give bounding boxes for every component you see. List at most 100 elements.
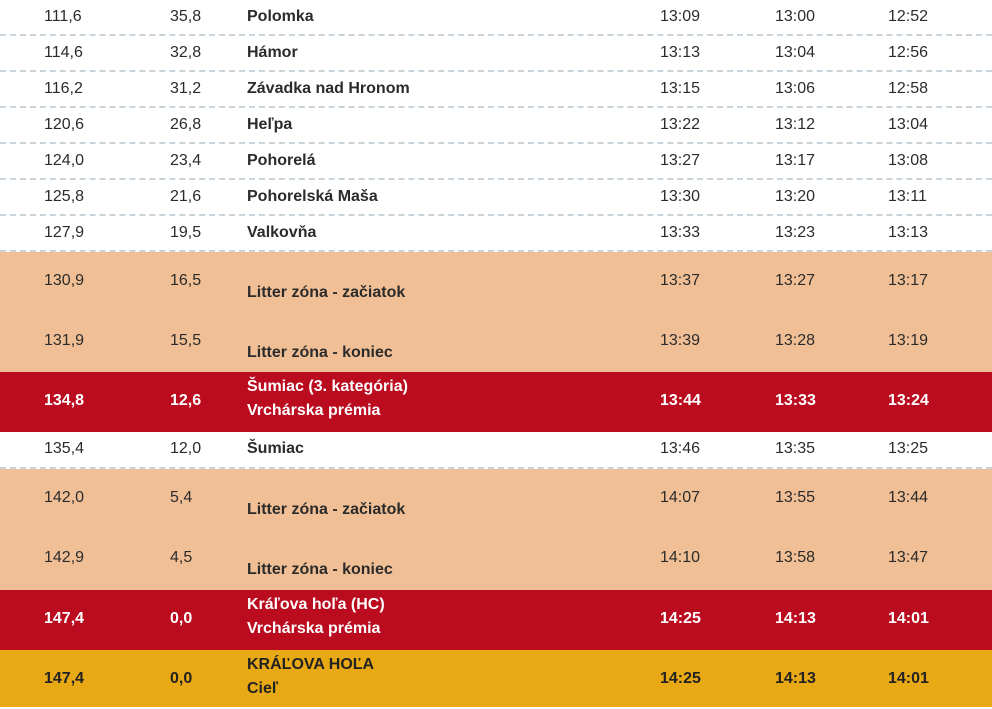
table-row: 134,8 12,6 Šumiac (3. kategória) Vrchárska … — [0, 372, 992, 432]
km-cell: 125,8 — [44, 188, 85, 205]
time-slow-cell: 13:19 — [888, 332, 929, 349]
remaining-km-cell: 31,2 — [170, 80, 202, 97]
table-row: 142,9 4,5 Litter zóna - koniec 14:10 13:58 13… — [0, 529, 992, 590]
time-slow-cell: 13:08 — [888, 152, 929, 169]
location-name: Pohorelá — [247, 152, 316, 169]
time-slow-cell: 13:17 — [888, 272, 929, 289]
time-fast-cell: 13:15 — [660, 80, 701, 97]
table-row: 111,6 35,8 Polomka 13:09 13:00 12:52 — [0, 0, 992, 36]
time-fast-cell: 13:39 — [660, 332, 701, 349]
remaining-km-cell: 0,0 — [170, 610, 193, 627]
km-cell: 147,4 — [44, 610, 85, 627]
table-row: 114,6 32,8 Hámor 13:13 13:04 12:56 — [0, 36, 992, 72]
location-note: Vrchárska prémia — [247, 402, 381, 419]
time-mid-cell: 13:23 — [775, 224, 816, 241]
location-note: Vrchárska prémia — [247, 620, 381, 637]
location-name: Pohorelská Maša — [247, 188, 378, 205]
time-mid-cell: 13:00 — [775, 8, 816, 25]
location-name: Hámor — [247, 44, 298, 61]
time-mid-cell: 13:33 — [775, 392, 816, 409]
time-slow-cell: 13:25 — [888, 440, 929, 457]
location-name: Litter zóna - koniec — [247, 561, 393, 578]
km-cell: 147,4 — [44, 670, 85, 687]
remaining-km-cell: 12,6 — [170, 392, 202, 409]
table-row: 125,8 21,6 Pohorelská Maša 13:30 13:20 13:11 — [0, 180, 992, 216]
table-row: 116,2 31,2 Závadka nad Hronom 13:15 13:06 12:… — [0, 72, 992, 108]
table-row: 147,4 0,0 KRÁĽOVA HOĽA Cieľ 14:25 14:13 14:01 — [0, 650, 992, 707]
table-row: 131,9 15,5 Litter zóna - koniec 13:39 13:28 1… — [0, 312, 992, 372]
km-cell: 142,9 — [44, 549, 85, 566]
location-name: Polomka — [247, 8, 314, 25]
time-fast-cell: 13:09 — [660, 8, 701, 25]
table-row: 127,9 19,5 Valkovňa 13:33 13:23 13:13 — [0, 216, 992, 252]
location-name: Valkovňa — [247, 224, 317, 241]
location-name: Kráľova hoľa (HC) — [247, 596, 385, 613]
time-slow-cell: 13:44 — [888, 489, 929, 506]
time-mid-cell: 13:58 — [775, 549, 816, 566]
km-cell: 120,6 — [44, 116, 85, 133]
time-mid-cell: 13:35 — [775, 440, 816, 457]
time-slow-cell: 13:13 — [888, 224, 929, 241]
time-fast-cell: 14:07 — [660, 489, 701, 506]
table-row: 120,6 26,8 Heľpa 13:22 13:12 13:04 — [0, 108, 992, 144]
time-fast-cell: 13:46 — [660, 440, 701, 457]
remaining-km-cell: 15,5 — [170, 332, 202, 349]
location-note: Cieľ — [247, 680, 279, 697]
time-fast-cell: 13:33 — [660, 224, 701, 241]
remaining-km-cell: 19,5 — [170, 224, 202, 241]
time-mid-cell: 13:55 — [775, 489, 816, 506]
time-mid-cell: 13:20 — [775, 188, 816, 205]
time-slow-cell: 13:04 — [888, 116, 929, 133]
time-slow-cell: 12:58 — [888, 80, 929, 97]
table-row: 147,4 0,0 Kráľova hoľa (HC) Vrchárska prémi… — [0, 590, 992, 650]
km-cell: 124,0 — [44, 152, 85, 169]
remaining-km-cell: 32,8 — [170, 44, 202, 61]
table-row: 142,0 5,4 Litter zóna - začiatok 14:07 13:55… — [0, 469, 992, 529]
km-cell: 111,6 — [44, 8, 82, 25]
table-row: 124,0 23,4 Pohorelá 13:27 13:17 13:08 — [0, 144, 992, 180]
time-slow-cell: 13:47 — [888, 549, 929, 566]
remaining-km-cell: 4,5 — [170, 549, 193, 566]
time-mid-cell: 13:28 — [775, 332, 816, 349]
time-fast-cell: 14:25 — [660, 670, 701, 687]
location-name: KRÁĽOVA HOĽA — [247, 656, 375, 673]
location-name: Závadka nad Hronom — [247, 80, 410, 97]
time-fast-cell: 14:10 — [660, 549, 701, 566]
km-cell: 127,9 — [44, 224, 85, 241]
time-mid-cell: 14:13 — [775, 610, 816, 627]
time-fast-cell: 13:37 — [660, 272, 701, 289]
table-row: 135,4 12,0 Šumiac 13:46 13:35 13:25 — [0, 432, 992, 469]
time-slow-cell: 14:01 — [888, 670, 929, 687]
time-slow-cell: 13:24 — [888, 392, 929, 409]
time-fast-cell: 13:44 — [660, 392, 701, 409]
location-name: Litter zóna - koniec — [247, 344, 393, 361]
remaining-km-cell: 21,6 — [170, 188, 202, 205]
remaining-km-cell: 23,4 — [170, 152, 202, 169]
remaining-km-cell: 5,4 — [170, 489, 193, 506]
location-name: Šumiac (3. kategória) — [247, 378, 408, 395]
remaining-km-cell: 12,0 — [170, 440, 202, 457]
remaining-km-cell: 16,5 — [170, 272, 202, 289]
remaining-km-cell: 26,8 — [170, 116, 202, 133]
time-fast-cell: 13:13 — [660, 44, 701, 61]
time-mid-cell: 13:06 — [775, 80, 816, 97]
location-name: Heľpa — [247, 116, 293, 133]
km-cell: 130,9 — [44, 272, 85, 289]
time-mid-cell: 13:17 — [775, 152, 816, 169]
km-cell: 114,6 — [44, 44, 83, 61]
time-mid-cell: 13:27 — [775, 272, 816, 289]
km-cell: 135,4 — [44, 440, 85, 457]
time-mid-cell: 13:12 — [775, 116, 816, 133]
remaining-km-cell: 0,0 — [170, 670, 193, 687]
time-fast-cell: 14:25 — [660, 610, 701, 627]
location-name: Litter zóna - začiatok — [247, 284, 406, 301]
time-fast-cell: 13:27 — [660, 152, 701, 169]
km-cell: 134,8 — [44, 392, 85, 409]
time-slow-cell: 12:56 — [888, 44, 929, 61]
time-mid-cell: 14:13 — [775, 670, 816, 687]
time-slow-cell: 14:01 — [888, 610, 929, 627]
km-cell: 142,0 — [44, 489, 85, 506]
time-fast-cell: 13:22 — [660, 116, 701, 133]
time-fast-cell: 13:30 — [660, 188, 701, 205]
